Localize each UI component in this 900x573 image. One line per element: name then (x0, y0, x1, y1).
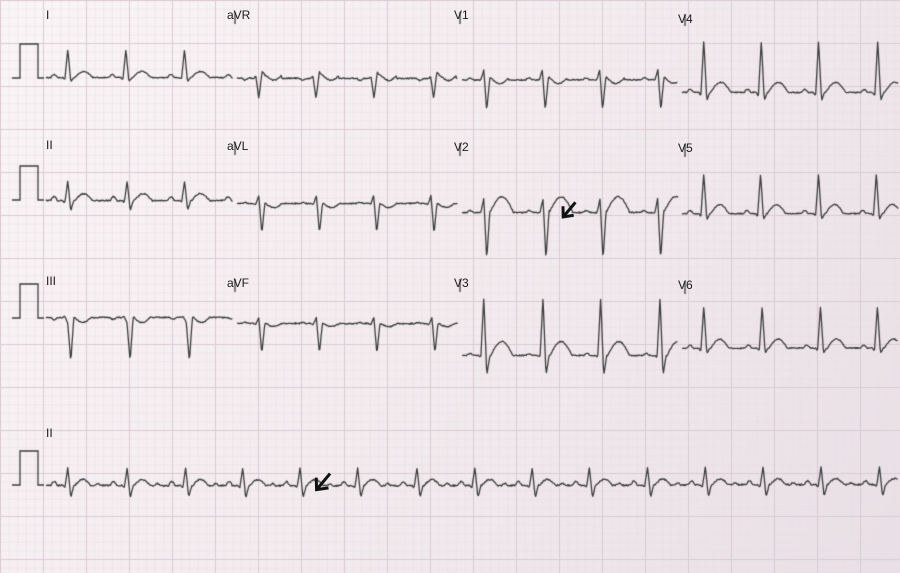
ecg-canvas (0, 0, 900, 573)
